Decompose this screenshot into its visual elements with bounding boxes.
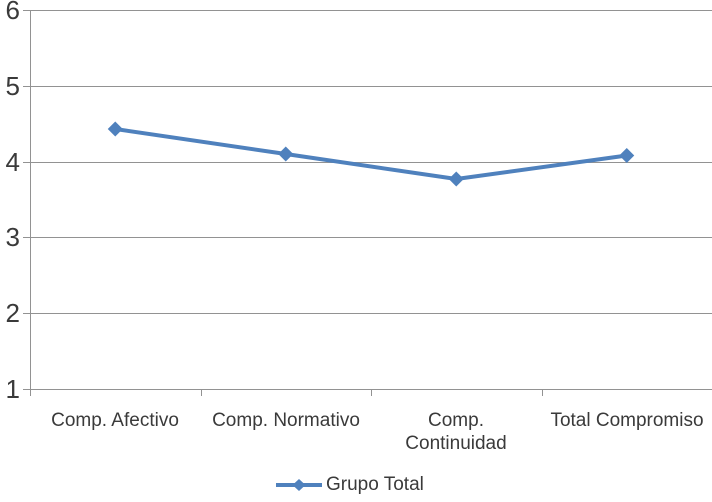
legend: Grupo Total — [276, 473, 424, 496]
y-axis-label: 3 — [5, 222, 20, 253]
x-axis-label: Comp. Afectivo — [30, 409, 200, 432]
data-point-marker — [448, 171, 464, 187]
y-axis-label: 6 — [5, 0, 20, 25]
x-axis-label-line: Continuidad — [405, 433, 507, 454]
x-axis-label-line: Comp. Normativo — [212, 410, 360, 431]
y-axis-label: 5 — [5, 70, 20, 101]
data-point-marker — [278, 146, 294, 162]
data-point-marker — [107, 121, 123, 137]
x-axis-label: Comp. Normativo — [201, 409, 371, 432]
data-point-marker — [619, 148, 635, 164]
x-axis-label: Comp. Continuidad — [371, 409, 541, 455]
legend-diamond-icon — [292, 478, 306, 491]
legend-label: Grupo Total — [326, 474, 424, 495]
x-axis-label: Total Compromiso — [542, 409, 712, 432]
y-axis-label: 4 — [5, 146, 20, 177]
series-line — [113, 127, 629, 181]
x-axis-label-line: Total Compromiso — [550, 410, 704, 431]
y-axis-label: 2 — [5, 298, 20, 329]
x-axis-label-line: Comp. — [428, 410, 484, 431]
legend-line-diamond-icon — [276, 478, 322, 491]
y-axis-label: 1 — [5, 374, 20, 404]
x-axis-label-line: Comp. Afectivo — [51, 410, 179, 431]
